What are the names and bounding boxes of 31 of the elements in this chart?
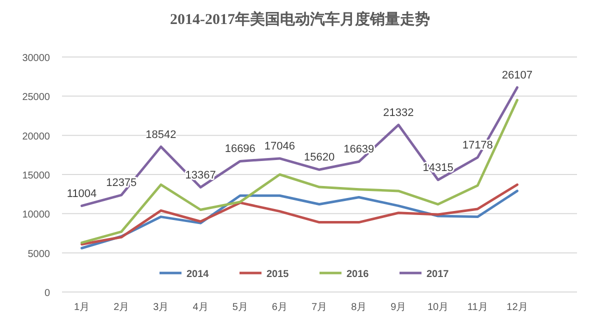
- legend-label: 2017: [426, 269, 450, 280]
- y-tick-label: 20000: [22, 131, 50, 142]
- x-tick-label: 10月: [427, 302, 449, 313]
- y-tick-label: 30000: [22, 53, 50, 64]
- x-tick-label: 9月: [390, 302, 406, 313]
- data-label: 18542: [146, 128, 176, 141]
- chart-title: 2014-2017年美国电动汽车月度销量走势: [170, 10, 430, 28]
- x-tick-label: 3月: [153, 302, 169, 313]
- y-tick-label: 10000: [22, 210, 50, 221]
- x-tick-label: 8月: [351, 302, 367, 313]
- x-tick-label: 4月: [192, 302, 208, 313]
- data-label: 11004: [66, 188, 97, 200]
- x-tick-label: 11月: [467, 302, 488, 313]
- x-tick-label: 1月: [74, 302, 90, 313]
- x-tick-label: 2月: [114, 302, 130, 313]
- y-tick-label: 5000: [28, 248, 50, 260]
- x-tick-label: 5月: [232, 302, 248, 313]
- x-tick-label: 12月: [506, 302, 528, 313]
- x-tick-label: 7月: [312, 302, 328, 313]
- data-label: 17046: [264, 140, 296, 152]
- y-tick-label: 25000: [22, 92, 50, 104]
- data-label: 26107: [502, 69, 533, 82]
- data-label: 15620: [304, 152, 335, 164]
- legend-label: 2014: [186, 269, 210, 280]
- data-label: 21332: [383, 106, 414, 119]
- y-tick-label: 0: [44, 288, 50, 299]
- y-tick-label: 15000: [22, 170, 50, 182]
- x-tick-label: 6月: [272, 302, 288, 313]
- legend-label: 2015: [266, 269, 290, 280]
- data-label: 16696: [224, 143, 256, 156]
- legend-label: 2016: [346, 269, 370, 280]
